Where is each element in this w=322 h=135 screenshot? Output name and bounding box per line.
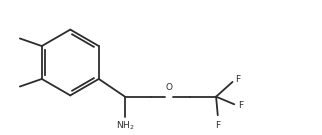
Text: O: O: [165, 83, 172, 92]
Text: F: F: [238, 101, 243, 110]
Text: F: F: [235, 75, 241, 84]
Text: NH$_2$: NH$_2$: [116, 119, 134, 132]
Text: F: F: [215, 121, 220, 130]
